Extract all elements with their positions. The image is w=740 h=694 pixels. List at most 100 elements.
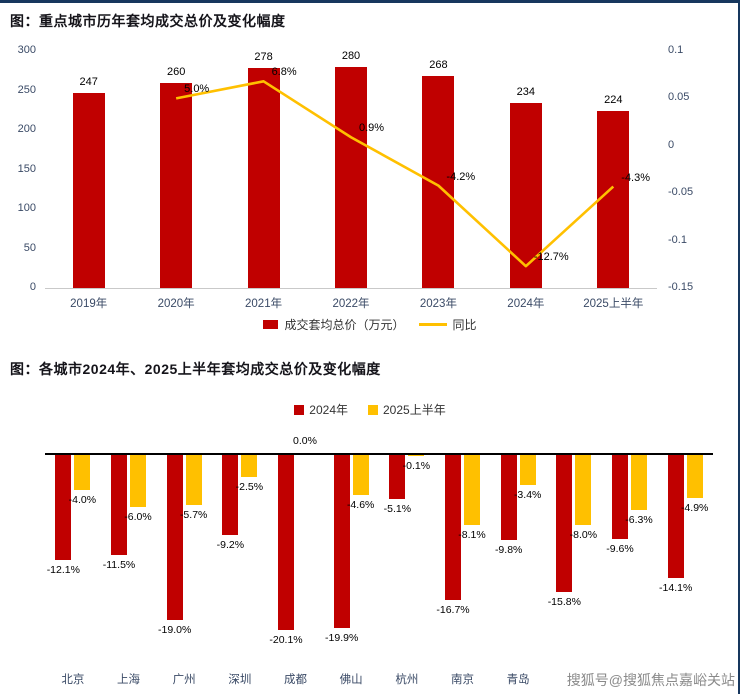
chart1-bar-value: 278 xyxy=(254,51,273,64)
chart2-bar-2025 xyxy=(686,455,703,498)
y-left-tick: 100 xyxy=(17,202,36,214)
chart2-bar-2024-value: -12.1% xyxy=(46,564,80,577)
y-left-tick: 250 xyxy=(17,83,36,96)
chart1-bar-value: 247 xyxy=(79,75,98,88)
chart1-legend: 成交套均总价（万元） 同比 xyxy=(0,316,738,333)
chart2-city-label: 青岛 xyxy=(506,674,530,686)
chart2-bar-2024-value: -5.1% xyxy=(383,503,412,516)
chart2-bar-2024-value: -19.0% xyxy=(158,624,192,637)
y-left-tick: 50 xyxy=(23,241,36,254)
chart2-bar-2025-value: -4.9% xyxy=(680,501,709,514)
chart2-bar-2025 xyxy=(185,455,202,505)
y-right-tick: 0 xyxy=(668,138,675,151)
chart2-legend: 2024年 2025上半年 xyxy=(0,401,738,418)
series-2025-swatch xyxy=(368,404,378,415)
chart2-bar-2025 xyxy=(575,455,592,525)
chart1-line-value: 6.8% xyxy=(271,66,297,79)
chart2-bar-2025-value: -4.6% xyxy=(346,499,375,512)
chart1-title: 图：重点城市历年套均成交总价及变化幅度 xyxy=(10,13,286,29)
yoy-line xyxy=(175,80,615,268)
chart2-bar-2025 xyxy=(519,455,536,485)
chart2-bar-2024 xyxy=(612,455,628,539)
chart2-city-label: 上海 xyxy=(117,674,140,686)
chart1-line-value: -4.2% xyxy=(446,170,476,183)
chart2-bar-2024 xyxy=(389,455,406,500)
chart1-legend-bar-item: 成交套均总价（万元） xyxy=(263,316,405,333)
y-left-tick: 300 xyxy=(17,44,36,56)
chart2-title: 图：各城市2024年、2025上半年套均成交总价及变化幅度 xyxy=(10,361,381,377)
chart2-bar-2025-value: -5.7% xyxy=(179,508,208,521)
chart2-bar-2024-value: -11.5% xyxy=(102,559,136,572)
chart2-bar-2025-value: -0.1% xyxy=(402,459,431,472)
chart2-bar-2025 xyxy=(464,455,480,526)
chart1-legend-line-item: 同比 xyxy=(418,316,477,333)
chart2-bar-2024-value: -9.2% xyxy=(216,539,245,552)
chart2-bar-2025-value: -8.1% xyxy=(458,529,486,542)
chart2-bar-2024 xyxy=(55,455,72,561)
chart2-bar-2024 xyxy=(278,455,294,630)
chart2-bar-2024 xyxy=(500,455,517,541)
chart2-city-label: 北京 xyxy=(61,674,85,686)
chart1-line-value: -4.3% xyxy=(621,171,651,184)
y-right-tick: -0.1 xyxy=(668,233,687,246)
y-left-tick: 0 xyxy=(29,281,36,293)
chart2-city-label: 广州 xyxy=(172,674,196,686)
chart2-bar-2025-value: -3.4% xyxy=(513,488,542,501)
y-right-tick: -0.05 xyxy=(668,186,694,199)
chart1-line-value: 0.9% xyxy=(359,122,385,135)
chart2-city-label: 杭州 xyxy=(395,674,419,686)
chart2-city-label: 南京 xyxy=(451,674,474,686)
chart1-category-label: 2020年 xyxy=(157,298,195,310)
chart1-bar xyxy=(597,111,630,288)
chart2-legend-2024-item: 2024年 xyxy=(294,401,348,418)
chart1-bar xyxy=(72,92,105,288)
chart1-category-label: 2021年 xyxy=(245,298,283,310)
chart2-bar-2025-value: -2.5% xyxy=(235,480,264,493)
chart1-line-value: 5.0% xyxy=(184,83,210,96)
chart2-plot-area: -12.1% -4.0% 北京 -11.5% -6.0% 上海 -19.0% -5.7% 广州 -… xyxy=(45,435,713,694)
y-left-tick: 200 xyxy=(17,123,36,135)
bar-series-swatch xyxy=(263,320,279,329)
y-left-tick: 150 xyxy=(17,162,36,175)
chart1-bar-value: 268 xyxy=(429,59,448,72)
bar-series-label: 成交套均总价（万元） xyxy=(284,318,405,332)
chart2-bar-2024-value: -9.6% xyxy=(606,542,634,555)
chart2-bar-2024-value: -14.1% xyxy=(659,581,693,594)
line-series-label: 同比 xyxy=(452,318,477,332)
chart1-bar xyxy=(160,82,193,288)
chart1-bar-value: 260 xyxy=(166,65,186,78)
chart2-bar-2024 xyxy=(111,455,127,556)
series-2024-label: 2024年 xyxy=(309,403,348,417)
line-series-swatch xyxy=(418,323,447,326)
chart1-bar-value: 234 xyxy=(516,86,536,99)
chart1-line-value: -12.7% xyxy=(533,251,569,264)
chart2-bar-2024-value: -19.9% xyxy=(325,632,359,645)
chart2-bar-2025 xyxy=(408,455,425,456)
chart2-bar-2025-value: 0.0% xyxy=(293,435,317,447)
chart1-plot-area: 247 260 278 280 268 234 224 5.0% 6.8% 0.9% -4.2% -1… xyxy=(45,50,657,289)
chart2-city-label: 佛山 xyxy=(339,674,363,686)
chart1-right-axis: 0.1 0.05 0 -0.05 -0.1 -0.15 xyxy=(664,44,736,293)
chart2-bar-2024-value: -9.8% xyxy=(494,544,523,557)
chart1-category-label: 2024年 xyxy=(507,298,545,310)
chart2-bar-2024-value: -20.1% xyxy=(269,633,303,646)
chart2-bar-2025-value: -4.0% xyxy=(68,493,97,506)
chart2-bar-2025-value: -6.3% xyxy=(625,513,653,526)
series-2025-label: 2025上半年 xyxy=(383,403,446,417)
chart1-bar-value: 224 xyxy=(604,94,623,107)
chart2-bar-2025 xyxy=(352,455,369,496)
chart1-category-label: 2019年 xyxy=(70,298,108,310)
chart2-bar-2024 xyxy=(166,455,183,621)
chart2-bar-2024 xyxy=(333,455,350,629)
chart2-city-label: 深圳 xyxy=(228,674,252,686)
chart2-bar-2024-value: -16.7% xyxy=(436,604,470,617)
chart2-bar-2024 xyxy=(667,455,684,578)
chart2-bar-2024 xyxy=(445,455,461,601)
chart1-category-label: 2023年 xyxy=(419,298,457,310)
chart2-bar-2025-value: -8.0% xyxy=(569,528,598,541)
chart2-axis-line xyxy=(45,453,713,455)
y-right-tick: -0.15 xyxy=(668,281,694,293)
chart2-bar-2024 xyxy=(556,455,573,593)
chart1-left-axis: 300 250 200 150 100 50 0 xyxy=(0,44,38,293)
